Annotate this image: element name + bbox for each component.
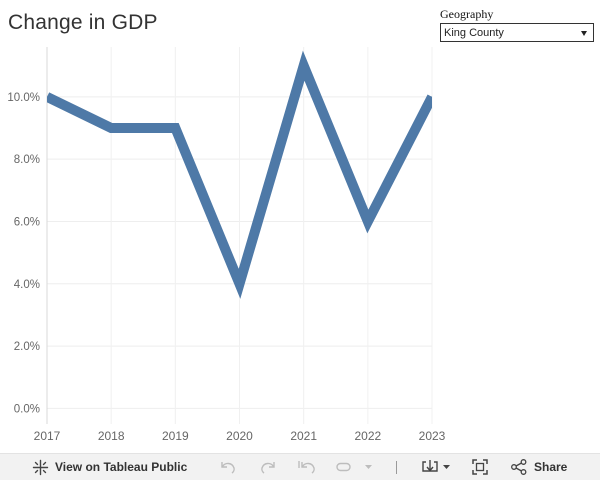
axis-layer: 0.0% 2.0% 4.0% 6.0% 8.0% 10.0% 2017 2018 2019 202…: [7, 47, 446, 443]
fullscreen-button[interactable]: [471, 454, 489, 480]
view-on-tableau-button[interactable]: View on Tableau Public: [32, 454, 187, 480]
redo-button[interactable]: [259, 454, 277, 480]
x-tick-label: 2023: [419, 429, 446, 443]
x-tick-label: 2019: [162, 429, 189, 443]
y-tick-label: 4.0%: [14, 279, 40, 291]
revert-button[interactable]: [297, 454, 317, 480]
x-tick-label: 2018: [98, 429, 125, 443]
view-on-tableau-label: View on Tableau Public: [55, 460, 188, 474]
refresh-button[interactable]: [335, 454, 375, 480]
geography-dropdown[interactable]: King County: [440, 23, 594, 42]
redo-icon: [261, 462, 275, 474]
undo-button[interactable]: [219, 454, 237, 480]
data-point: [47, 96, 48, 98]
y-tick-label: 8.0%: [14, 154, 40, 166]
grid-layer: [46, 47, 433, 424]
chevron-down-icon: [581, 31, 587, 36]
x-tick-label: 2020: [226, 429, 253, 443]
toolbar-divider: [396, 461, 397, 474]
x-tick-label: 2022: [354, 429, 381, 443]
fullscreen-icon: [472, 459, 488, 475]
y-tick-label: 6.0%: [14, 216, 40, 228]
y-tick-label: 2.0%: [14, 341, 40, 353]
y-tick-label: 0.0%: [14, 403, 40, 415]
data-point: [367, 220, 369, 222]
share-label: Share: [534, 460, 568, 474]
geography-filter-label: Geography: [440, 7, 494, 21]
x-tick-label: 2021: [290, 429, 317, 443]
revert-icon: [298, 461, 315, 474]
share-button[interactable]: Share: [510, 454, 567, 480]
share-icon: [511, 459, 527, 475]
x-tick-label: 2017: [34, 429, 61, 443]
y-tick-label: 10.0%: [7, 92, 40, 104]
page-title: Change in GDP: [8, 11, 158, 34]
data-point: [174, 127, 176, 129]
geography-dropdown-value: King County: [444, 27, 504, 39]
toolbar: View on Tableau Public: [0, 453, 600, 480]
gdp-line-chart: 0.0% 2.0% 4.0% 6.0% 8.0% 10.0% 2017 2018 2019 202…: [7, 47, 446, 443]
data-point: [239, 283, 241, 285]
undo-icon: [221, 462, 235, 474]
tableau-logo-icon: [32, 459, 49, 475]
download-button[interactable]: [421, 454, 453, 480]
data-point: [431, 96, 432, 98]
data-point: [110, 127, 112, 129]
data-point: [303, 65, 305, 67]
refresh-icon: [336, 462, 372, 472]
series-layer: [47, 50, 432, 299]
download-icon: [422, 460, 450, 472]
